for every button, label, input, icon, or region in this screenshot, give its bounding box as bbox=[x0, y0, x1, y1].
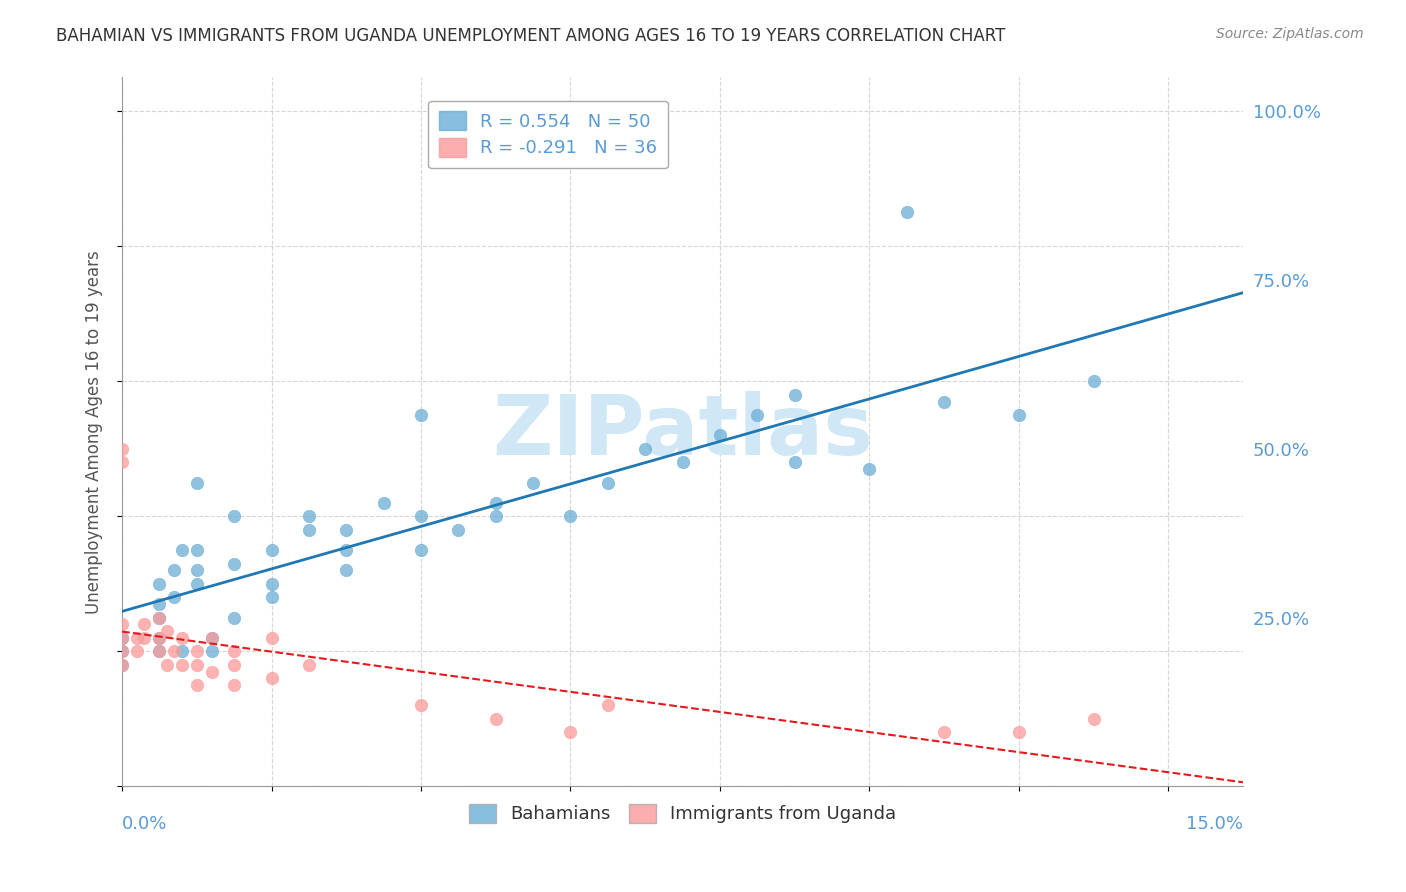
Point bbox=[111, 631, 134, 645]
Point bbox=[134, 631, 156, 645]
Point bbox=[186, 563, 208, 577]
Point bbox=[111, 644, 134, 658]
Point bbox=[156, 657, 179, 672]
Point bbox=[224, 644, 246, 658]
Point bbox=[298, 509, 321, 524]
Point bbox=[522, 475, 544, 490]
Point bbox=[163, 591, 186, 605]
Point bbox=[1083, 712, 1105, 726]
Point bbox=[186, 543, 208, 558]
Point bbox=[224, 610, 246, 624]
Point bbox=[447, 523, 470, 537]
Point bbox=[671, 455, 693, 469]
Point bbox=[1008, 725, 1031, 739]
Point bbox=[1083, 374, 1105, 388]
Point bbox=[709, 428, 731, 442]
Point bbox=[163, 563, 186, 577]
Point bbox=[148, 610, 170, 624]
Text: 0.0%: 0.0% bbox=[122, 815, 167, 833]
Point bbox=[148, 644, 170, 658]
Point bbox=[186, 577, 208, 591]
Point bbox=[148, 631, 170, 645]
Point bbox=[201, 631, 224, 645]
Legend: Bahamians, Immigrants from Uganda: Bahamians, Immigrants from Uganda bbox=[458, 793, 907, 834]
Point bbox=[111, 455, 134, 469]
Point bbox=[201, 644, 224, 658]
Point bbox=[111, 657, 134, 672]
Text: BAHAMIAN VS IMMIGRANTS FROM UGANDA UNEMPLOYMENT AMONG AGES 16 TO 19 YEARS CORREL: BAHAMIAN VS IMMIGRANTS FROM UGANDA UNEMP… bbox=[56, 27, 1005, 45]
Point bbox=[186, 678, 208, 692]
Point bbox=[596, 698, 619, 713]
Point bbox=[224, 509, 246, 524]
Point bbox=[373, 496, 395, 510]
Point bbox=[111, 617, 134, 632]
Point bbox=[932, 394, 955, 409]
Point bbox=[747, 408, 769, 422]
Point bbox=[485, 496, 508, 510]
Point bbox=[409, 543, 432, 558]
Text: ZIPatlas: ZIPatlas bbox=[492, 392, 873, 473]
Point bbox=[170, 543, 193, 558]
Point bbox=[896, 205, 918, 219]
Point bbox=[111, 442, 134, 456]
Point bbox=[260, 543, 283, 558]
Point bbox=[335, 543, 357, 558]
Point bbox=[224, 557, 246, 571]
Point bbox=[260, 591, 283, 605]
Point bbox=[858, 462, 880, 476]
Point bbox=[111, 644, 134, 658]
Point bbox=[201, 665, 224, 679]
Point bbox=[148, 631, 170, 645]
Text: Source: ZipAtlas.com: Source: ZipAtlas.com bbox=[1216, 27, 1364, 41]
Text: 15.0%: 15.0% bbox=[1187, 815, 1243, 833]
Point bbox=[111, 631, 134, 645]
Point bbox=[186, 657, 208, 672]
Point bbox=[409, 408, 432, 422]
Y-axis label: Unemployment Among Ages 16 to 19 years: Unemployment Among Ages 16 to 19 years bbox=[86, 250, 103, 614]
Point bbox=[163, 644, 186, 658]
Point bbox=[783, 388, 806, 402]
Point bbox=[148, 644, 170, 658]
Point bbox=[298, 657, 321, 672]
Point bbox=[485, 509, 508, 524]
Point bbox=[148, 577, 170, 591]
Point bbox=[186, 475, 208, 490]
Point bbox=[335, 523, 357, 537]
Point bbox=[170, 631, 193, 645]
Point bbox=[260, 631, 283, 645]
Point bbox=[409, 509, 432, 524]
Point bbox=[634, 442, 657, 456]
Point bbox=[260, 577, 283, 591]
Point bbox=[260, 672, 283, 686]
Point bbox=[596, 475, 619, 490]
Point bbox=[224, 657, 246, 672]
Point bbox=[932, 725, 955, 739]
Point bbox=[125, 644, 148, 658]
Point bbox=[170, 657, 193, 672]
Point bbox=[134, 617, 156, 632]
Point bbox=[148, 597, 170, 611]
Point bbox=[186, 644, 208, 658]
Point bbox=[111, 657, 134, 672]
Point bbox=[148, 610, 170, 624]
Point bbox=[224, 678, 246, 692]
Point bbox=[125, 631, 148, 645]
Point bbox=[201, 631, 224, 645]
Point bbox=[170, 644, 193, 658]
Point bbox=[560, 725, 582, 739]
Point bbox=[560, 509, 582, 524]
Point bbox=[298, 523, 321, 537]
Point bbox=[1008, 408, 1031, 422]
Point bbox=[485, 712, 508, 726]
Point bbox=[156, 624, 179, 639]
Point bbox=[783, 455, 806, 469]
Point bbox=[335, 563, 357, 577]
Point bbox=[409, 698, 432, 713]
